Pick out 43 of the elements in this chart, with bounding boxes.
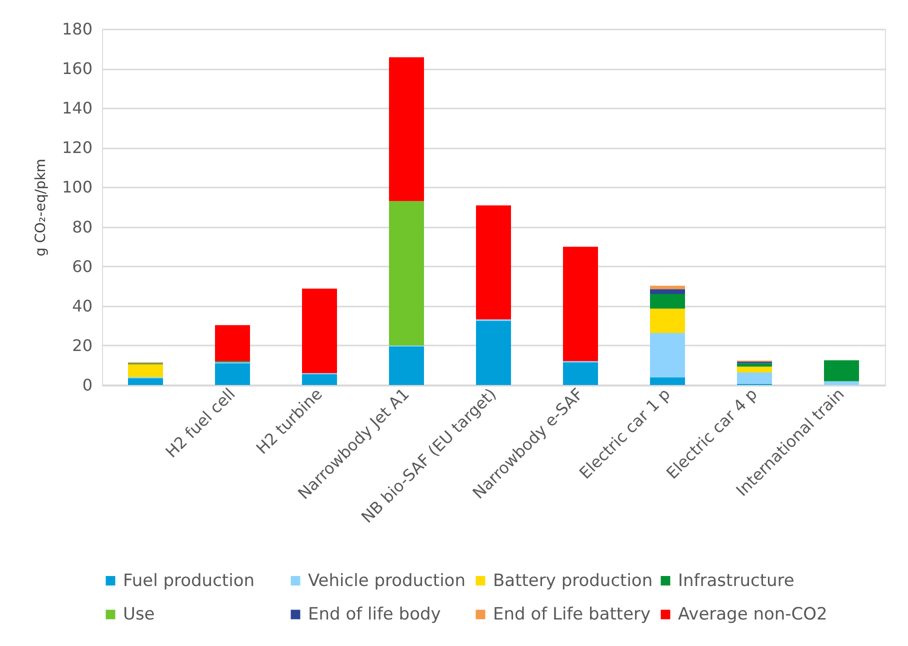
bar <box>824 381 859 385</box>
y-tick-label: 0 <box>82 376 92 394</box>
bar <box>650 294 685 309</box>
bar <box>563 362 598 385</box>
y-tick-label: 120 <box>62 138 92 158</box>
bar <box>215 363 250 385</box>
bar <box>737 372 772 384</box>
y-tick-label: 80 <box>72 217 92 236</box>
bar <box>215 325 250 362</box>
bar <box>302 288 337 374</box>
bar <box>650 377 685 385</box>
y-tick-label: 60 <box>72 256 92 276</box>
bar <box>650 332 685 378</box>
legend-label: Vehicle production <box>308 570 466 591</box>
bar <box>389 346 424 385</box>
y-axis-title: g CO₂-eq/pkm <box>32 158 49 256</box>
legend-label: Use <box>123 604 155 624</box>
y-tick-label: 20 <box>72 336 92 355</box>
y-tick-label: 100 <box>62 178 92 197</box>
bar <box>650 289 685 294</box>
bar <box>389 57 424 202</box>
bar <box>737 363 772 367</box>
bar <box>389 201 424 346</box>
legend-label: Fuel production <box>123 570 254 591</box>
y-tick-label: 40 <box>72 296 92 316</box>
bar <box>302 374 337 385</box>
bar <box>650 308 685 333</box>
bar <box>128 364 163 378</box>
y-tick-label: 140 <box>62 98 92 118</box>
bar <box>563 246 598 362</box>
legend-label: Infrastructure <box>678 570 794 591</box>
bar <box>128 378 163 385</box>
legend-label: Battery production <box>493 570 653 591</box>
legend-label: End of life body <box>308 604 441 624</box>
y-tick-label: 180 <box>62 20 92 38</box>
y-tick-label: 160 <box>62 59 92 78</box>
bar <box>737 366 772 373</box>
bar <box>476 320 511 385</box>
legend-label: End of Life battery <box>493 604 651 624</box>
bar <box>824 360 859 382</box>
legend-label: Average non-CO2 <box>678 604 828 624</box>
bar <box>650 286 685 290</box>
bar <box>476 205 511 320</box>
